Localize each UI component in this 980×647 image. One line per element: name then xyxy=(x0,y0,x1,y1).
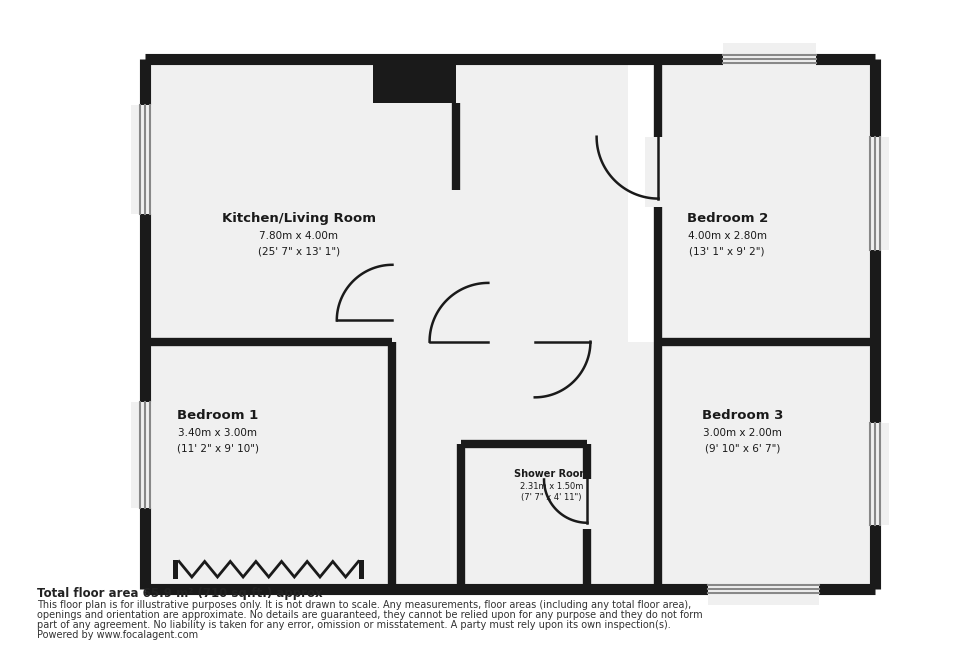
Bar xyxy=(173,560,178,578)
Text: 4.00m x 2.80m: 4.00m x 2.80m xyxy=(688,231,766,241)
Bar xyxy=(392,342,659,589)
Bar xyxy=(535,326,590,357)
Text: 7.80m x 4.00m: 7.80m x 4.00m xyxy=(260,231,338,241)
Text: openings and orientation are approximate. No details are guaranteed, they cannot: openings and orientation are approximate… xyxy=(37,610,703,620)
Bar xyxy=(131,402,159,508)
Text: 3.40m x 3.00m: 3.40m x 3.00m xyxy=(178,428,257,439)
Bar xyxy=(131,105,159,214)
Bar xyxy=(145,342,392,589)
Text: Shower Room: Shower Room xyxy=(514,468,589,479)
Text: (7' 7" x 4' 11"): (7' 7" x 4' 11") xyxy=(521,493,582,502)
Bar xyxy=(861,137,889,250)
Bar xyxy=(372,59,456,103)
Text: Kitchen/Living Room: Kitchen/Living Room xyxy=(221,212,376,225)
Text: Powered by www.focalagent.com: Powered by www.focalagent.com xyxy=(37,630,198,639)
Bar xyxy=(861,423,889,525)
Bar xyxy=(708,573,819,604)
Text: 3.00m x 2.00m: 3.00m x 2.00m xyxy=(704,428,782,439)
Text: Bedroom 2: Bedroom 2 xyxy=(687,212,767,225)
Text: This floor plan is for illustrative purposes only. It is not drawn to scale. Any: This floor plan is for illustrative purp… xyxy=(37,600,692,610)
Text: (9' 10" x 6' 7"): (9' 10" x 6' 7") xyxy=(706,444,780,454)
Bar xyxy=(645,137,672,208)
Text: Bedroom 1: Bedroom 1 xyxy=(177,409,258,422)
Bar xyxy=(429,326,488,357)
Bar xyxy=(379,257,406,320)
Text: (11' 2" x 9' 10"): (11' 2" x 9' 10") xyxy=(176,444,259,454)
Bar xyxy=(659,59,875,342)
Text: 2.31m x 1.50m: 2.31m x 1.50m xyxy=(520,482,583,491)
Text: Bedroom 3: Bedroom 3 xyxy=(702,409,784,422)
Text: part of any agreement. No liability is taken for any error, omission or misstate: part of any agreement. No liability is t… xyxy=(37,620,671,630)
Bar xyxy=(659,342,875,589)
Text: (25' 7" x 13' 1"): (25' 7" x 13' 1") xyxy=(258,247,340,256)
Bar xyxy=(360,560,365,578)
Bar xyxy=(145,59,627,342)
Text: (13' 1" x 9' 2"): (13' 1" x 9' 2") xyxy=(689,247,765,256)
Text: Total floor area 65.9 m² (710 sq.ft.) approx: Total floor area 65.9 m² (710 sq.ft.) ap… xyxy=(37,587,322,600)
Bar xyxy=(723,43,816,74)
Bar xyxy=(576,479,599,529)
